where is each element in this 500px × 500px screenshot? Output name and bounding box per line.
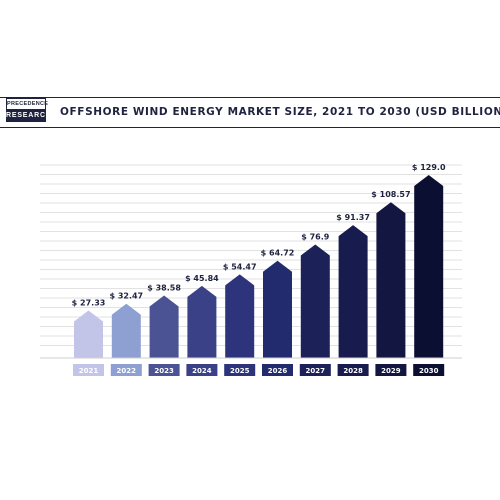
logo-line2: RESEARCH bbox=[6, 110, 51, 122]
x-tick-label: 2023 bbox=[154, 367, 174, 375]
x-tick-label: 2029 bbox=[381, 367, 401, 375]
value-label: $ 129.0 bbox=[412, 163, 446, 172]
x-tick-background bbox=[224, 364, 256, 376]
bar-2029 bbox=[376, 202, 406, 358]
x-tick-background bbox=[148, 364, 180, 376]
bar-2027 bbox=[300, 244, 330, 358]
value-label: $ 27.33 bbox=[72, 299, 106, 308]
x-tick-background bbox=[375, 364, 407, 376]
x-tick-label: 2026 bbox=[268, 367, 288, 375]
x-tick-label: 2027 bbox=[306, 367, 326, 375]
x-tick-labels-group: 2021 2022 2023 2024 2025 2026 2027 2028 2029 2030 bbox=[73, 364, 445, 376]
value-label: $ 76.9 bbox=[301, 232, 330, 241]
bar-2030 bbox=[414, 175, 444, 358]
value-label: $ 54.47 bbox=[223, 262, 257, 271]
bar-2025 bbox=[225, 274, 255, 358]
bar-2021 bbox=[74, 310, 103, 358]
x-tick-background bbox=[413, 364, 445, 376]
x-tick-background bbox=[337, 364, 369, 376]
x-tick-label: 2024 bbox=[192, 367, 212, 375]
value-label: $ 38.58 bbox=[147, 284, 181, 293]
value-label: $ 108.57 bbox=[371, 190, 410, 199]
header-top-rule bbox=[0, 97, 500, 98]
bar-2023 bbox=[149, 295, 179, 358]
brand-logo: PRECEDENCE RESEARCH bbox=[6, 98, 51, 126]
x-tick-label: 2025 bbox=[230, 367, 250, 375]
value-label: $ 64.72 bbox=[261, 249, 295, 258]
value-labels-group: $ 27.33$ 32.47 $ 38.58 $ 45.84 $ 54.47 $ 64.… bbox=[72, 163, 446, 308]
value-label: $ 32.47 bbox=[109, 292, 143, 301]
logo-line1: PRECEDENCE bbox=[6, 98, 48, 110]
value-label: $ 45.84 bbox=[185, 274, 219, 283]
bar-2026 bbox=[263, 260, 292, 358]
bar-2022 bbox=[111, 303, 141, 358]
chart-title: OFFSHORE WIND ENERGY MARKET SIZE, 2021 T… bbox=[60, 106, 500, 118]
x-tick-background bbox=[186, 364, 218, 376]
x-tick-label: 2028 bbox=[343, 367, 363, 375]
x-tick-label: 2021 bbox=[79, 367, 99, 375]
x-tick-label: 2030 bbox=[419, 367, 439, 375]
header-bottom-rule bbox=[0, 127, 500, 128]
bars-group bbox=[74, 175, 444, 358]
x-tick-background bbox=[73, 364, 104, 376]
value-label: $ 91.37 bbox=[336, 213, 370, 222]
x-tick-label: 2022 bbox=[117, 367, 137, 375]
bar-2028 bbox=[338, 225, 368, 358]
x-tick-background bbox=[262, 364, 293, 376]
x-tick-background bbox=[110, 364, 142, 376]
x-tick-background bbox=[299, 364, 331, 376]
bar-2024 bbox=[187, 285, 217, 358]
